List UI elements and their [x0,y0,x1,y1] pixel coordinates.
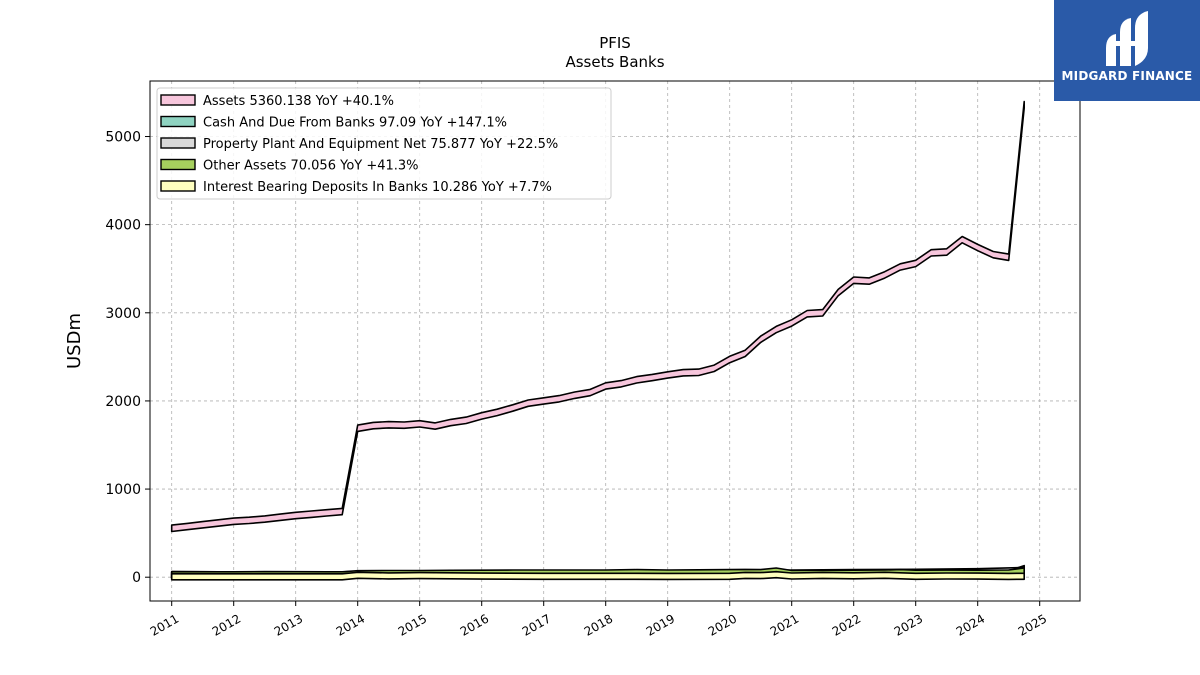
legend-swatch [160,94,196,106]
x-tick-label: 2025 [1016,611,1049,638]
chart-subtitle: Assets Banks [565,53,664,71]
plot-areas [170,100,1025,581]
x-tick-label: 2020 [706,611,739,638]
x-tick-label: 2019 [644,611,677,638]
plot-frame [149,80,1081,602]
x-tick-label: 2015 [396,611,429,638]
legend-label: Property Plant And Equipment Net 75.877 … [203,137,558,152]
y-tick-label: 4000 [105,218,141,234]
legend: Assets 5360.138 YoY +40.1% Cash And Due F… [156,87,612,200]
midgard-logo-icon [1106,11,1148,66]
axis-ticks: 0 1000 2000 3000 4000 5000 2011 2012 2013 2014 201… [105,130,1049,639]
x-tick-label: 2016 [458,611,491,638]
x-tick-label: 2024 [954,611,987,638]
brand-logo: MIDGARD FINANCE [1054,0,1200,101]
x-tick-label: 2013 [272,611,305,638]
y-tick-label: 0 [132,570,141,586]
brand-name: MIDGARD FINANCE [1061,69,1193,83]
y-tick-label: 3000 [105,306,141,322]
y-tick-label: 1000 [105,482,141,498]
legend-label: Assets 5360.138 YoY +40.1% [203,94,394,109]
legend-swatch [160,115,196,128]
x-tick-label: 2023 [892,611,925,638]
legend-label: Cash And Due From Banks 97.09 YoY +147.1… [203,116,507,131]
legend-swatch [160,137,196,149]
x-tick-label: 2021 [768,611,801,638]
legend-label: Interest Bearing Deposits In Banks 10.28… [203,180,552,195]
chart-title: PFIS [599,34,631,52]
legend-label: Other Assets 70.056 YoY +41.3% [203,159,419,174]
series-area [170,100,1025,533]
y-tick-label: 2000 [105,394,141,410]
y-tick-label: 5000 [105,130,141,146]
x-tick-label: 2014 [334,611,367,638]
x-tick-label: 2018 [582,611,615,638]
legend-swatch [160,158,196,171]
x-tick-label: 2017 [520,611,553,638]
y-axis-label: USDm [64,313,85,369]
x-tick-label: 2011 [148,611,181,638]
legend-box [156,87,612,200]
x-tick-label: 2012 [210,611,243,638]
legend-swatch [160,180,196,192]
x-tick-label: 2022 [830,611,863,638]
series-area [170,570,1025,581]
